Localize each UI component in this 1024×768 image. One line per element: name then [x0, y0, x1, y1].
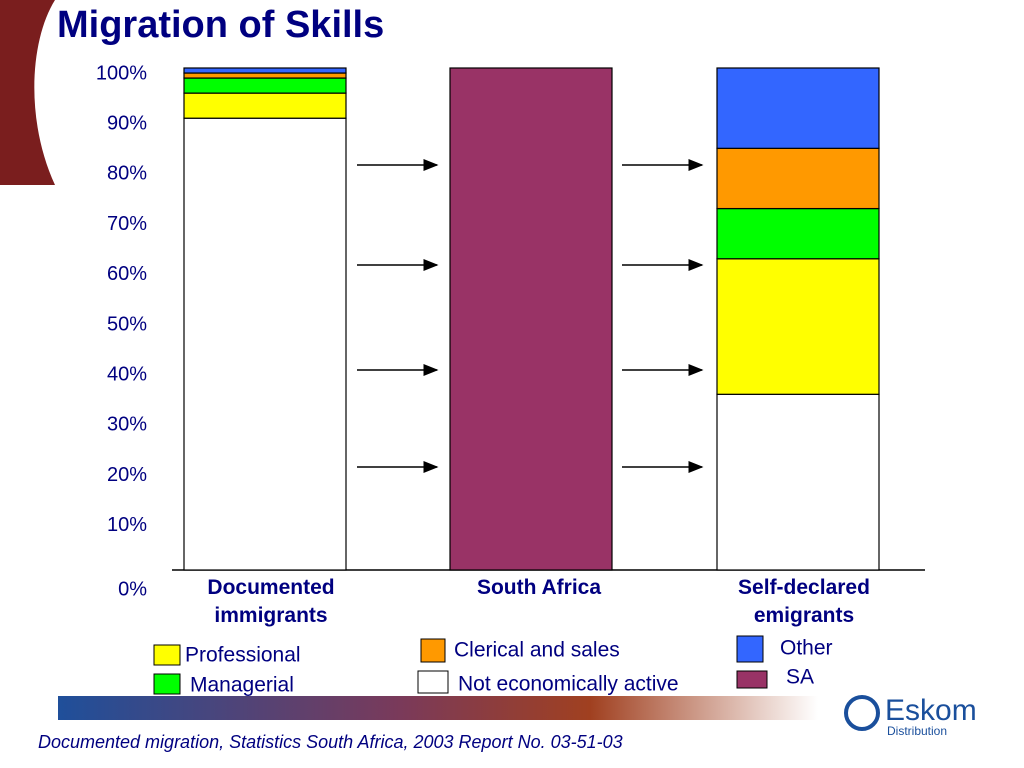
legend-swatch	[417, 670, 449, 694]
legend-label: Managerial	[190, 674, 294, 697]
bar-segment	[716, 393, 880, 571]
y-tick-label: 90%	[107, 112, 147, 134]
title: Migration of Skills	[57, 4, 385, 46]
bar-segment	[716, 67, 880, 149]
y-tick-label: 40%	[107, 363, 147, 385]
y-tick-label: 20%	[107, 464, 147, 486]
bar-segment	[716, 258, 880, 395]
bar-segment	[716, 147, 880, 210]
source: Documented migration, Statistics South A…	[38, 732, 623, 752]
bar-segment	[716, 207, 880, 260]
y-tick-label: 100%	[96, 62, 147, 84]
x-tick-label: Self-declared emigrants	[738, 576, 870, 627]
decor-arc	[0, 0, 55, 185]
arrows	[357, 159, 704, 473]
bar-segment	[449, 67, 613, 571]
bar-segment	[183, 77, 347, 94]
logo-division: Distribution	[887, 724, 948, 738]
legend-swatch	[153, 644, 181, 666]
y-tick-label: 10%	[107, 514, 147, 536]
y-tick-label: 50%	[107, 313, 147, 335]
legend-swatch	[736, 635, 764, 663]
bar-segment	[183, 72, 347, 79]
bar-segment	[183, 67, 347, 74]
y-tick-label: 60%	[107, 263, 147, 285]
x-tick-label: South Africa	[476, 576, 602, 599]
x-tick-label: Documented immigrants	[207, 576, 335, 627]
decor-band	[58, 696, 818, 720]
legend-swatch	[153, 673, 181, 695]
legend-label: Not economically active	[458, 673, 679, 696]
legend-swatch	[420, 638, 446, 663]
legend-label: SA	[786, 666, 814, 689]
legend-label: Professional	[185, 644, 301, 667]
legend-swatch	[736, 670, 768, 689]
bar-segment	[183, 92, 347, 119]
legend-label: Clerical and sales	[454, 639, 620, 662]
logo-mark	[844, 695, 880, 731]
y-tick-label: 30%	[107, 414, 147, 436]
y-tick-label: 80%	[107, 163, 147, 185]
legend-label: Other	[780, 637, 833, 660]
y-tick-label: 0%	[118, 578, 147, 600]
bar-segment	[183, 117, 347, 571]
y-tick-label: 70%	[107, 213, 147, 235]
logo-name: Eskom	[885, 694, 977, 727]
